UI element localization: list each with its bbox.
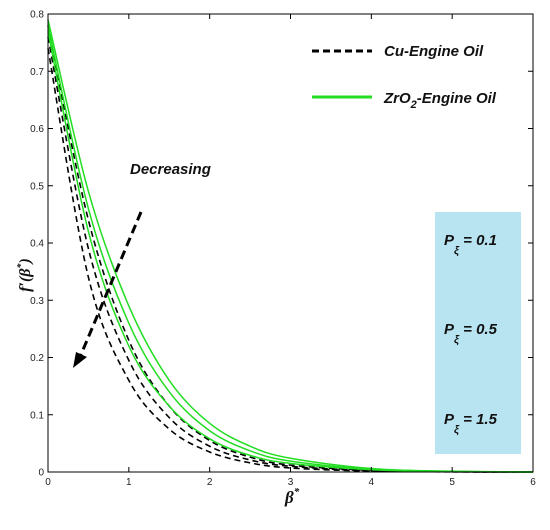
annotation-text: Decreasing xyxy=(130,161,211,178)
y-tick-label: 0 xyxy=(38,468,44,479)
x-tick-label: 0 xyxy=(45,477,51,488)
legend: Cu-Engine Oil ZrO2-Engine Oil xyxy=(312,43,497,111)
y-tick-label: 0.8 xyxy=(30,10,44,21)
y-tick-label: 0.1 xyxy=(30,410,44,421)
x-tick-label: 6 xyxy=(530,477,536,488)
y-tick-label: 0.5 xyxy=(30,181,44,192)
x-tick-label: 2 xyxy=(207,477,213,488)
x-axis-label: β* xyxy=(284,486,300,507)
y-tick-label: 0.2 xyxy=(30,353,44,364)
decreasing-annotation: Decreasing xyxy=(73,161,211,368)
y-tick-label: 0.4 xyxy=(30,239,44,250)
y-axis-label: f′(β*) xyxy=(16,258,34,292)
y-tick-label: 0.6 xyxy=(30,124,44,135)
parameter-box-background xyxy=(435,212,521,454)
y-tick-label: 0.7 xyxy=(30,67,44,78)
x-tick-label: 5 xyxy=(449,477,455,488)
y-tick-label: 0.3 xyxy=(30,296,44,307)
cu-series-line-3 xyxy=(47,48,534,473)
x-tick-label: 4 xyxy=(369,477,375,488)
annotation-arrow xyxy=(78,211,143,358)
parameter-box: Pξ = 0.1 Pξ = 0.5 Pξ = 1.5 xyxy=(435,212,521,454)
arrow-head-icon xyxy=(73,352,87,368)
x-tick-label: 1 xyxy=(126,477,132,488)
legend-label-zro2: ZrO2-Engine Oil xyxy=(383,90,497,111)
legend-label-cu: Cu-Engine Oil xyxy=(384,43,484,60)
zro2-series-line-3 xyxy=(47,31,534,473)
x-tick-label: 3 xyxy=(288,477,294,488)
tick-group: 0 1 2 3 4 5 6 0 0.1 0.2 0.3 0.4 0.5 0.6 0.7 0.8 xyxy=(30,10,536,489)
